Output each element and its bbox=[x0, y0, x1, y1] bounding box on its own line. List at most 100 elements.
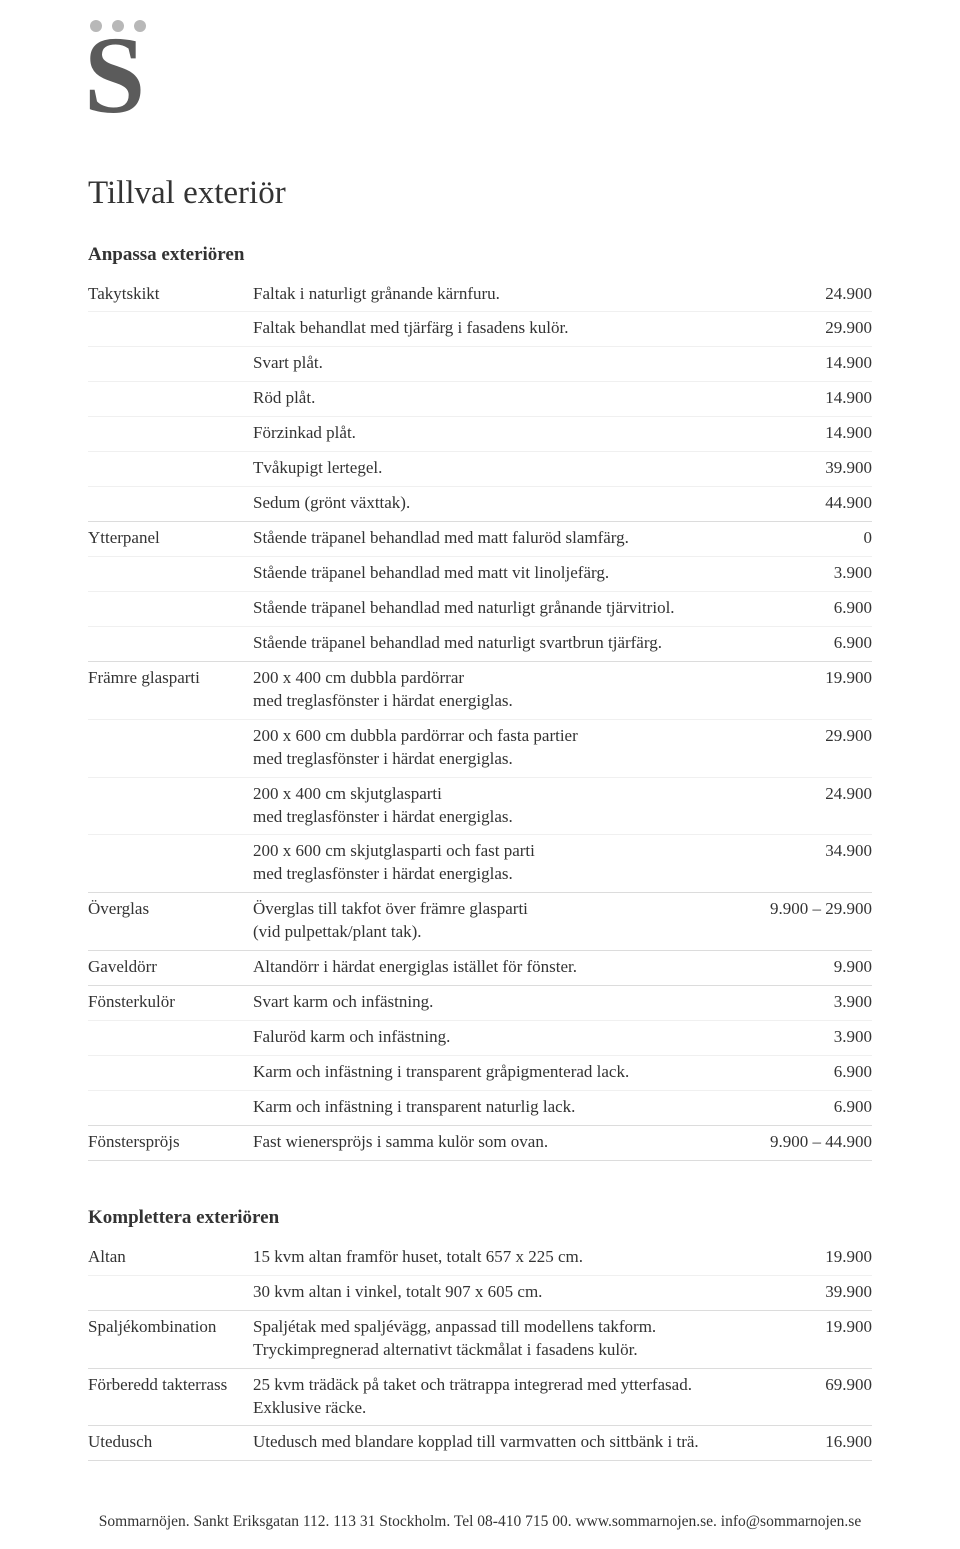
price-value: 19.900 bbox=[742, 1246, 872, 1269]
table-row: Förzinkad plåt.14.900 bbox=[88, 416, 872, 451]
table-row: Stående träpanel behandlad med naturligt… bbox=[88, 626, 872, 661]
logo: S bbox=[88, 20, 872, 117]
table-row: YtterpanelStående träpanel behandlad med… bbox=[88, 522, 872, 556]
description-text: Spaljétak med spaljévägg, anpassad till … bbox=[253, 1316, 742, 1362]
description-text: Överglas till takfot över främre glaspar… bbox=[253, 898, 742, 944]
price-value: 19.900 bbox=[742, 667, 872, 690]
table-row: 200 x 600 cm skjutglasparti och fast par… bbox=[88, 834, 872, 892]
table-row: Karm och infästning i transparent gråpig… bbox=[88, 1055, 872, 1090]
category-label: Altan bbox=[88, 1246, 253, 1269]
price-value: 39.900 bbox=[742, 1281, 872, 1304]
description-text: Faltak i naturligt grånande kärnfuru. bbox=[253, 283, 742, 306]
table-row: Röd plåt.14.900 bbox=[88, 381, 872, 416]
category-label: Fönsterkulör bbox=[88, 991, 253, 1014]
description-text: 200 x 600 cm dubbla pardörrar och fasta … bbox=[253, 725, 742, 771]
description-text: Svart plåt. bbox=[253, 352, 742, 375]
table-row: TakytskiktFaltak i naturligt grånande kä… bbox=[88, 278, 872, 312]
description-text: Förzinkad plåt. bbox=[253, 422, 742, 445]
table-row: UteduschUtedusch med blandare kopplad ti… bbox=[88, 1426, 872, 1460]
price-value: 9.900 – 29.900 bbox=[742, 898, 872, 921]
description-text: Sedum (grönt växttak). bbox=[253, 492, 742, 515]
row-group: TakytskiktFaltak i naturligt grånande kä… bbox=[88, 278, 872, 523]
price-value: 16.900 bbox=[742, 1431, 872, 1454]
price-value: 24.900 bbox=[742, 283, 872, 306]
category-label: Överglas bbox=[88, 898, 253, 921]
logo-dots bbox=[90, 20, 872, 32]
row-group: Förberedd takterrass25 kvm trädäck på ta… bbox=[88, 1369, 872, 1427]
price-table-anpassa: TakytskiktFaltak i naturligt grånande kä… bbox=[88, 278, 872, 1161]
description-text: 30 kvm altan i vinkel, totalt 907 x 605 … bbox=[253, 1281, 742, 1304]
category-label: Ytterpanel bbox=[88, 527, 253, 550]
description-text: 200 x 400 cm dubbla pardörrarmed treglas… bbox=[253, 667, 742, 713]
price-value: 29.900 bbox=[742, 317, 872, 340]
price-value: 6.900 bbox=[742, 1061, 872, 1084]
description-text: Stående träpanel behandlad med matt vit … bbox=[253, 562, 742, 585]
category-label: Spaljékombination bbox=[88, 1316, 253, 1339]
price-value: 19.900 bbox=[742, 1316, 872, 1339]
table-row: Främre glasparti200 x 400 cm dubbla pard… bbox=[88, 662, 872, 719]
table-row: Stående träpanel behandlad med naturligt… bbox=[88, 591, 872, 626]
table-row: FönsterspröjsFast wienerspröjs i samma k… bbox=[88, 1126, 872, 1160]
table-row: Stående träpanel behandlad med matt vit … bbox=[88, 556, 872, 591]
price-value: 14.900 bbox=[742, 422, 872, 445]
section-heading-komplettera: Komplettera exteriören bbox=[88, 1207, 872, 1229]
table-row: GaveldörrAltandörr i härdat energiglas i… bbox=[88, 951, 872, 985]
table-row: Faluröd karm och infästning.3.900 bbox=[88, 1020, 872, 1055]
table-row: Sedum (grönt växttak).44.900 bbox=[88, 486, 872, 521]
description-text: Stående träpanel behandlad med matt falu… bbox=[253, 527, 742, 550]
description-text: Utedusch med blandare kopplad till varmv… bbox=[253, 1431, 742, 1454]
table-row: 200 x 400 cm skjutglaspartimed treglasfö… bbox=[88, 777, 872, 835]
price-value: 3.900 bbox=[742, 562, 872, 585]
row-group: SpaljékombinationSpaljétak med spaljéväg… bbox=[88, 1311, 872, 1369]
price-value: 6.900 bbox=[742, 632, 872, 655]
row-group: YtterpanelStående träpanel behandlad med… bbox=[88, 522, 872, 662]
description-text: Stående träpanel behandlad med naturligt… bbox=[253, 632, 742, 655]
description-text: Fast wienerspröjs i samma kulör som ovan… bbox=[253, 1131, 742, 1154]
section-heading-anpassa: Anpassa exteriören bbox=[88, 244, 872, 266]
price-value: 0 bbox=[742, 527, 872, 550]
category-label: Förberedd takterrass bbox=[88, 1374, 253, 1397]
price-value: 29.900 bbox=[742, 725, 872, 748]
description-text: 15 kvm altan framför huset, totalt 657 x… bbox=[253, 1246, 742, 1269]
description-text: Faltak behandlat med tjärfärg i fasadens… bbox=[253, 317, 742, 340]
table-row: Karm och infästning i transparent naturl… bbox=[88, 1090, 872, 1125]
row-group: GaveldörrAltandörr i härdat energiglas i… bbox=[88, 951, 872, 986]
description-text: Tvåkupigt lertegel. bbox=[253, 457, 742, 480]
category-label: Gaveldörr bbox=[88, 956, 253, 979]
table-row: Faltak behandlat med tjärfärg i fasadens… bbox=[88, 311, 872, 346]
row-group: UteduschUtedusch med blandare kopplad ti… bbox=[88, 1426, 872, 1461]
table-row: Svart plåt.14.900 bbox=[88, 346, 872, 381]
category-label: Takytskikt bbox=[88, 283, 253, 306]
description-text: Stående träpanel behandlad med naturligt… bbox=[253, 597, 742, 620]
category-label: Fönsterspröjs bbox=[88, 1131, 253, 1154]
description-text: Svart karm och infästning. bbox=[253, 991, 742, 1014]
description-text: Karm och infästning i transparent naturl… bbox=[253, 1096, 742, 1119]
price-value: 39.900 bbox=[742, 457, 872, 480]
price-value: 14.900 bbox=[742, 352, 872, 375]
description-text: 200 x 600 cm skjutglasparti och fast par… bbox=[253, 840, 742, 886]
table-row: ÖverglasÖverglas till takfot över främre… bbox=[88, 893, 872, 950]
table-row: 200 x 600 cm dubbla pardörrar och fasta … bbox=[88, 719, 872, 777]
price-table-komplettera: Altan15 kvm altan framför huset, totalt … bbox=[88, 1241, 872, 1462]
price-value: 24.900 bbox=[742, 783, 872, 806]
description-text: 25 kvm trädäck på taket och trätrappa in… bbox=[253, 1374, 742, 1420]
description-text: Faluröd karm och infästning. bbox=[253, 1026, 742, 1049]
price-value: 34.900 bbox=[742, 840, 872, 863]
description-text: Karm och infästning i transparent gråpig… bbox=[253, 1061, 742, 1084]
price-value: 44.900 bbox=[742, 492, 872, 515]
table-row: SpaljékombinationSpaljétak med spaljéväg… bbox=[88, 1311, 872, 1368]
category-label: Främre glasparti bbox=[88, 667, 253, 690]
table-row: Altan15 kvm altan framför huset, totalt … bbox=[88, 1241, 872, 1275]
footer-text: Sommarnöjen. Sankt Eriksgatan 112. 113 3… bbox=[0, 1513, 960, 1531]
description-text: Röd plåt. bbox=[253, 387, 742, 410]
price-value: 9.900 – 44.900 bbox=[742, 1131, 872, 1154]
row-group: FönsterkulörSvart karm och infästning.3.… bbox=[88, 986, 872, 1126]
row-group: Främre glasparti200 x 400 cm dubbla pard… bbox=[88, 662, 872, 894]
price-value: 14.900 bbox=[742, 387, 872, 410]
table-row: Tvåkupigt lertegel.39.900 bbox=[88, 451, 872, 486]
row-group: FönsterspröjsFast wienerspröjs i samma k… bbox=[88, 1126, 872, 1161]
page-title: Tillval exteriör bbox=[88, 175, 872, 212]
price-value: 69.900 bbox=[742, 1374, 872, 1397]
logo-letter: S bbox=[84, 34, 872, 117]
table-row: FönsterkulörSvart karm och infästning.3.… bbox=[88, 986, 872, 1020]
